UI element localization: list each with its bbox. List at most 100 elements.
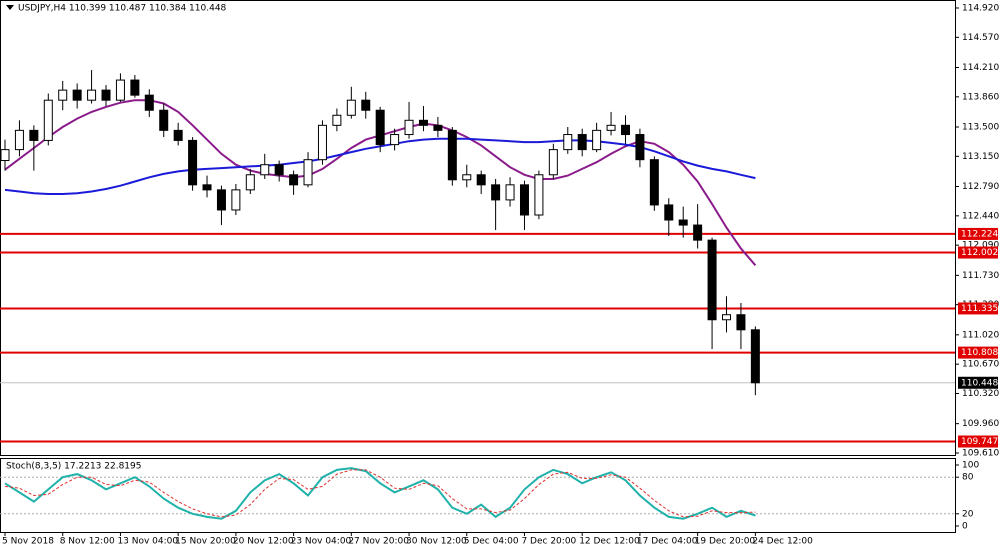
y-tick-label: 114.570 (962, 33, 999, 43)
level-label-box (958, 435, 998, 448)
level-label: 109.747 (961, 437, 998, 447)
level-label-box (958, 246, 998, 259)
candle-body (29, 129, 39, 141)
candle-body (289, 174, 299, 186)
candle-body (390, 134, 400, 146)
y-tick-label: 110.670 (962, 360, 999, 370)
y-tick-label: 113.860 (962, 92, 999, 102)
y-tick-label: 111.020 (962, 330, 999, 340)
candle-body (635, 134, 645, 161)
candle-body (58, 89, 68, 101)
x-tick-label: 23 Nov 04:00 (291, 537, 352, 547)
candle-body (115, 79, 125, 101)
candle-body (101, 89, 111, 101)
x-tick-label: 5 Nov 2018 (2, 537, 54, 547)
candle-body (447, 129, 457, 181)
candle-body (159, 109, 169, 131)
y-tick-label: 113.500 (962, 123, 999, 133)
x-tick-label: 7 Dec 20:00 (521, 537, 576, 547)
level-label-box (958, 302, 998, 315)
x-tick-label: 12 Dec 12:00 (579, 537, 640, 547)
candle-body (231, 189, 241, 211)
stoch-title: Stoch(8,3,5) 17.2213 22.8195 (6, 462, 141, 472)
level-label-box (958, 346, 998, 359)
indicator-line (4, 469, 756, 518)
candle-body (216, 189, 226, 211)
candle-body (346, 99, 356, 116)
x-tick-label: 19 Dec 20:00 (695, 537, 756, 547)
x-tick-label: 5 Dec 04:00 (464, 537, 519, 547)
candle-body (202, 184, 212, 191)
candle-body (534, 174, 544, 216)
candle-body (14, 129, 24, 151)
candle-body (577, 134, 587, 151)
candle-body (130, 79, 140, 96)
chart-title: USDJPY,H4 110.399 110.487 110.384 110.44… (18, 4, 227, 14)
candle-body (260, 164, 270, 176)
candle-body (87, 89, 97, 101)
level-label: 112.224 (961, 229, 998, 239)
candle-body (433, 124, 443, 131)
y-tick-label: 109.960 (962, 419, 999, 429)
candle-body (332, 114, 342, 126)
candle-body (722, 314, 731, 321)
y-tick-label: 109.610 (962, 449, 999, 459)
candle-body (144, 94, 154, 111)
x-tick-label: 17 Dec 04:00 (637, 537, 698, 547)
x-tick-label: 8 Nov 12:00 (60, 537, 115, 547)
x-tick-label: 27 Nov 20:00 (348, 537, 409, 547)
candle-body (620, 124, 630, 136)
y-tick-label: 114.210 (962, 63, 999, 73)
candle-body (548, 149, 558, 176)
candle-body (274, 164, 284, 176)
candle-body (563, 134, 573, 151)
candle-body (462, 174, 472, 181)
indicator-line (4, 467, 756, 520)
menu-arrow (6, 5, 14, 10)
candle-body (361, 99, 371, 111)
candle-body (418, 119, 428, 126)
candle-body (72, 89, 82, 101)
main-panel (0, 0, 956, 456)
x-tick-label: 13 Nov 04:00 (117, 537, 178, 547)
x-tick-label: 20 Nov 12:00 (233, 537, 294, 547)
candle-body (750, 329, 760, 384)
y-tick-label: 0 (962, 522, 968, 532)
y-tick-label: 111.730 (962, 271, 999, 281)
candle-body (491, 184, 501, 201)
candle-body (707, 239, 717, 321)
candle-body (505, 184, 515, 201)
candle-body (519, 184, 529, 216)
level-label: 112.002 (961, 248, 998, 258)
x-tick-label: 30 Nov 12:00 (406, 537, 467, 547)
candle-body (188, 139, 198, 186)
y-tick-label: 112.790 (962, 182, 999, 192)
last-price-label: 110.448 (961, 378, 998, 388)
stoch-panel (0, 458, 956, 533)
candle-body (592, 129, 602, 151)
candle-body (375, 109, 385, 146)
candle-body (303, 159, 313, 186)
candle-body (649, 159, 659, 206)
candle-body (404, 119, 414, 136)
x-tick-label: 15 Nov 20:00 (175, 537, 236, 547)
y-tick-label: 114.920 (962, 4, 999, 14)
y-tick-label: 113.150 (962, 152, 999, 162)
x-tick-label: 24 Dec 12:00 (752, 537, 813, 547)
candle-body (43, 99, 53, 141)
candle-body (736, 314, 746, 331)
level-label: 111.335 (961, 304, 998, 314)
candle-body (317, 124, 327, 161)
candle-body (173, 129, 183, 141)
candle-body (0, 149, 10, 162)
y-tick-label: 20 (962, 509, 974, 519)
y-tick-label: 110.320 (962, 389, 999, 399)
level-label-box (958, 227, 998, 240)
y-tick-label: 80 (962, 473, 974, 483)
last-price-box (958, 376, 998, 389)
y-tick-label: 112.090 (962, 241, 999, 251)
candle-body (693, 224, 703, 241)
y-tick-label: 100 (962, 461, 979, 471)
candle-body (606, 124, 616, 131)
